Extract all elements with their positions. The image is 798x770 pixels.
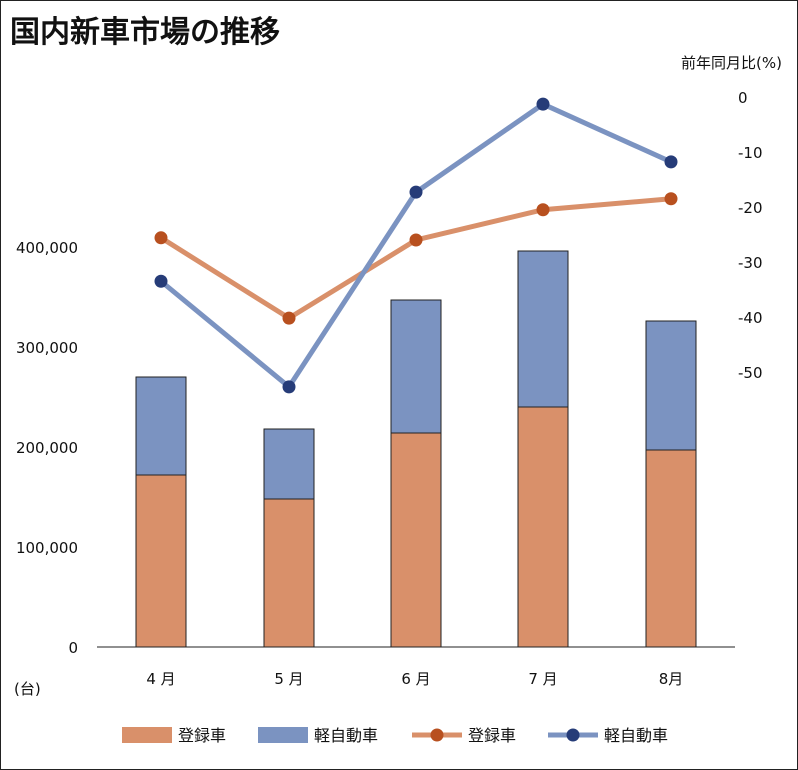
marker-registered	[154, 231, 168, 245]
left-tick-label: 200,000	[16, 439, 78, 457]
left-tick-label: 100,000	[16, 539, 78, 557]
bar-kei	[263, 428, 315, 500]
bar-registered	[390, 432, 442, 648]
marker-kei	[409, 185, 423, 199]
legend-label: 軽自動車	[314, 726, 378, 745]
legend-marker-kei	[566, 728, 580, 742]
left-tick-label: 300,000	[16, 339, 78, 357]
bar-registered	[517, 406, 569, 648]
legend-swatch-bar-registered	[122, 727, 172, 743]
left-tick-label: 0	[68, 639, 78, 657]
bar-kei	[135, 376, 187, 476]
x-tick-label: 6 月	[401, 670, 430, 688]
marker-kei	[154, 274, 168, 288]
bar-kei	[390, 299, 442, 434]
marker-registered	[409, 233, 423, 247]
marker-registered	[664, 192, 678, 206]
right-axis-label: 前年同月比(%)	[681, 54, 782, 72]
x-tick-label: 7 月	[528, 670, 557, 688]
bar-registered	[135, 474, 187, 648]
legend-swatch-bar-kei	[258, 727, 308, 743]
bar-kei	[645, 320, 697, 451]
bar-kei	[517, 250, 569, 408]
x-tick-label: 8月	[659, 670, 684, 688]
marker-registered	[282, 311, 296, 325]
bar-registered	[263, 498, 315, 648]
marker-kei	[664, 155, 678, 169]
right-tick-label: -50	[738, 364, 763, 382]
legend-label: 登録車	[178, 726, 226, 745]
chart-title: 国内新車市場の推移	[10, 15, 280, 50]
bar-registered	[645, 449, 697, 648]
left-tick-label: 400,000	[16, 239, 78, 257]
x-tick-label: 5 月	[274, 670, 303, 688]
right-tick-label: -30	[738, 254, 763, 272]
right-tick-label: 0	[738, 89, 748, 107]
right-tick-label: -20	[738, 199, 763, 217]
x-tick-label: 4 月	[146, 670, 175, 688]
right-tick-label: -40	[738, 309, 763, 327]
marker-kei	[282, 380, 296, 394]
right-tick-label: -10	[738, 144, 763, 162]
marker-kei	[536, 97, 550, 111]
marker-registered	[536, 203, 550, 217]
left-axis-label: (台)	[14, 680, 41, 698]
legend-label: 登録車	[468, 726, 516, 745]
legend-label: 軽自動車	[604, 726, 668, 745]
legend-marker-registered	[430, 728, 444, 742]
